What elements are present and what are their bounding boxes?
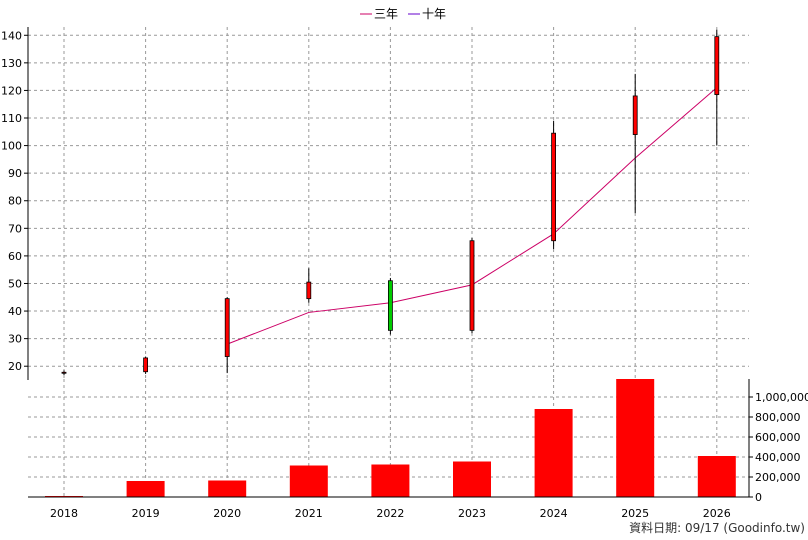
candles xyxy=(61,29,720,376)
price-tick-label: 60 xyxy=(8,250,22,263)
volume-y-axis: 0 200,000 400,000 600,000 800,000 1,000,000 xyxy=(749,391,808,504)
volume-tick-label: 800,000 xyxy=(755,411,801,424)
volume-bar xyxy=(126,481,165,497)
x-tick-label: 2024 xyxy=(540,507,568,520)
price-tick-label: 50 xyxy=(8,277,22,290)
price-panel: 20 30 40 50 60 70 80 90 100 110 120 130 140 xyxy=(1,27,749,380)
volume-bar xyxy=(289,465,328,497)
price-tick-label: 130 xyxy=(1,57,22,70)
volume-bar xyxy=(371,464,410,497)
legend-label-ten-year: 十年 xyxy=(422,7,446,21)
candle-body xyxy=(551,132,556,242)
x-tick-label: 2021 xyxy=(295,507,323,520)
candle-body xyxy=(224,298,230,357)
candle-body xyxy=(61,371,67,374)
price-tick-label: 40 xyxy=(8,305,22,318)
volume-bar xyxy=(208,480,247,497)
candle-body xyxy=(632,95,638,135)
volume-bar xyxy=(616,379,655,497)
price-tick-label: 140 xyxy=(1,29,22,42)
x-tick-label: 2018 xyxy=(50,507,78,520)
price-y-axis: 20 30 40 50 60 70 80 90 100 110 120 130 140 xyxy=(1,29,28,373)
price-tick-label: 110 xyxy=(1,112,22,125)
x-tick-label: 2026 xyxy=(703,507,731,520)
price-tick-label: 70 xyxy=(8,222,22,235)
candle-body xyxy=(387,280,393,331)
volume-tick-label: 1,000,000 xyxy=(755,391,808,404)
x-tick-label: 2019 xyxy=(132,507,160,520)
x-tick-label: 2020 xyxy=(213,507,241,520)
volume-bars xyxy=(45,379,736,497)
candle-body xyxy=(469,240,475,331)
volume-tick-label: 0 xyxy=(755,491,762,504)
candle-body xyxy=(714,36,720,95)
price-tick-label: 80 xyxy=(8,195,22,208)
price-tick-label: 90 xyxy=(8,167,22,180)
volume-tick-label: 400,000 xyxy=(755,451,801,464)
price-tick-label: 20 xyxy=(8,360,22,373)
candle-body xyxy=(306,281,312,300)
legend: 三年 十年 xyxy=(360,7,446,21)
x-axis: 2018 2019 2020 2021 2022 2023 2024 2025 2026 xyxy=(50,507,731,520)
x-tick-label: 2023 xyxy=(458,507,486,520)
source-note: 資料日期: 09/17 (Goodinfo.tw) xyxy=(629,521,805,535)
price-tick-label: 120 xyxy=(1,84,22,97)
x-tick-label: 2022 xyxy=(376,507,404,520)
volume-bar xyxy=(697,456,736,497)
volume-bar xyxy=(534,409,573,497)
volume-panel: 0 200,000 400,000 600,000 800,000 1,000,000 xyxy=(28,379,808,504)
volume-tick-label: 200,000 xyxy=(755,471,801,484)
price-tick-label: 100 xyxy=(1,140,22,153)
price-tick-label: 30 xyxy=(8,333,22,346)
x-tick-label: 2025 xyxy=(621,507,649,520)
volume-tick-label: 600,000 xyxy=(755,431,801,444)
candle-body xyxy=(143,357,149,373)
volume-bar xyxy=(453,461,491,497)
legend-label-three-year: 三年 xyxy=(374,7,398,21)
